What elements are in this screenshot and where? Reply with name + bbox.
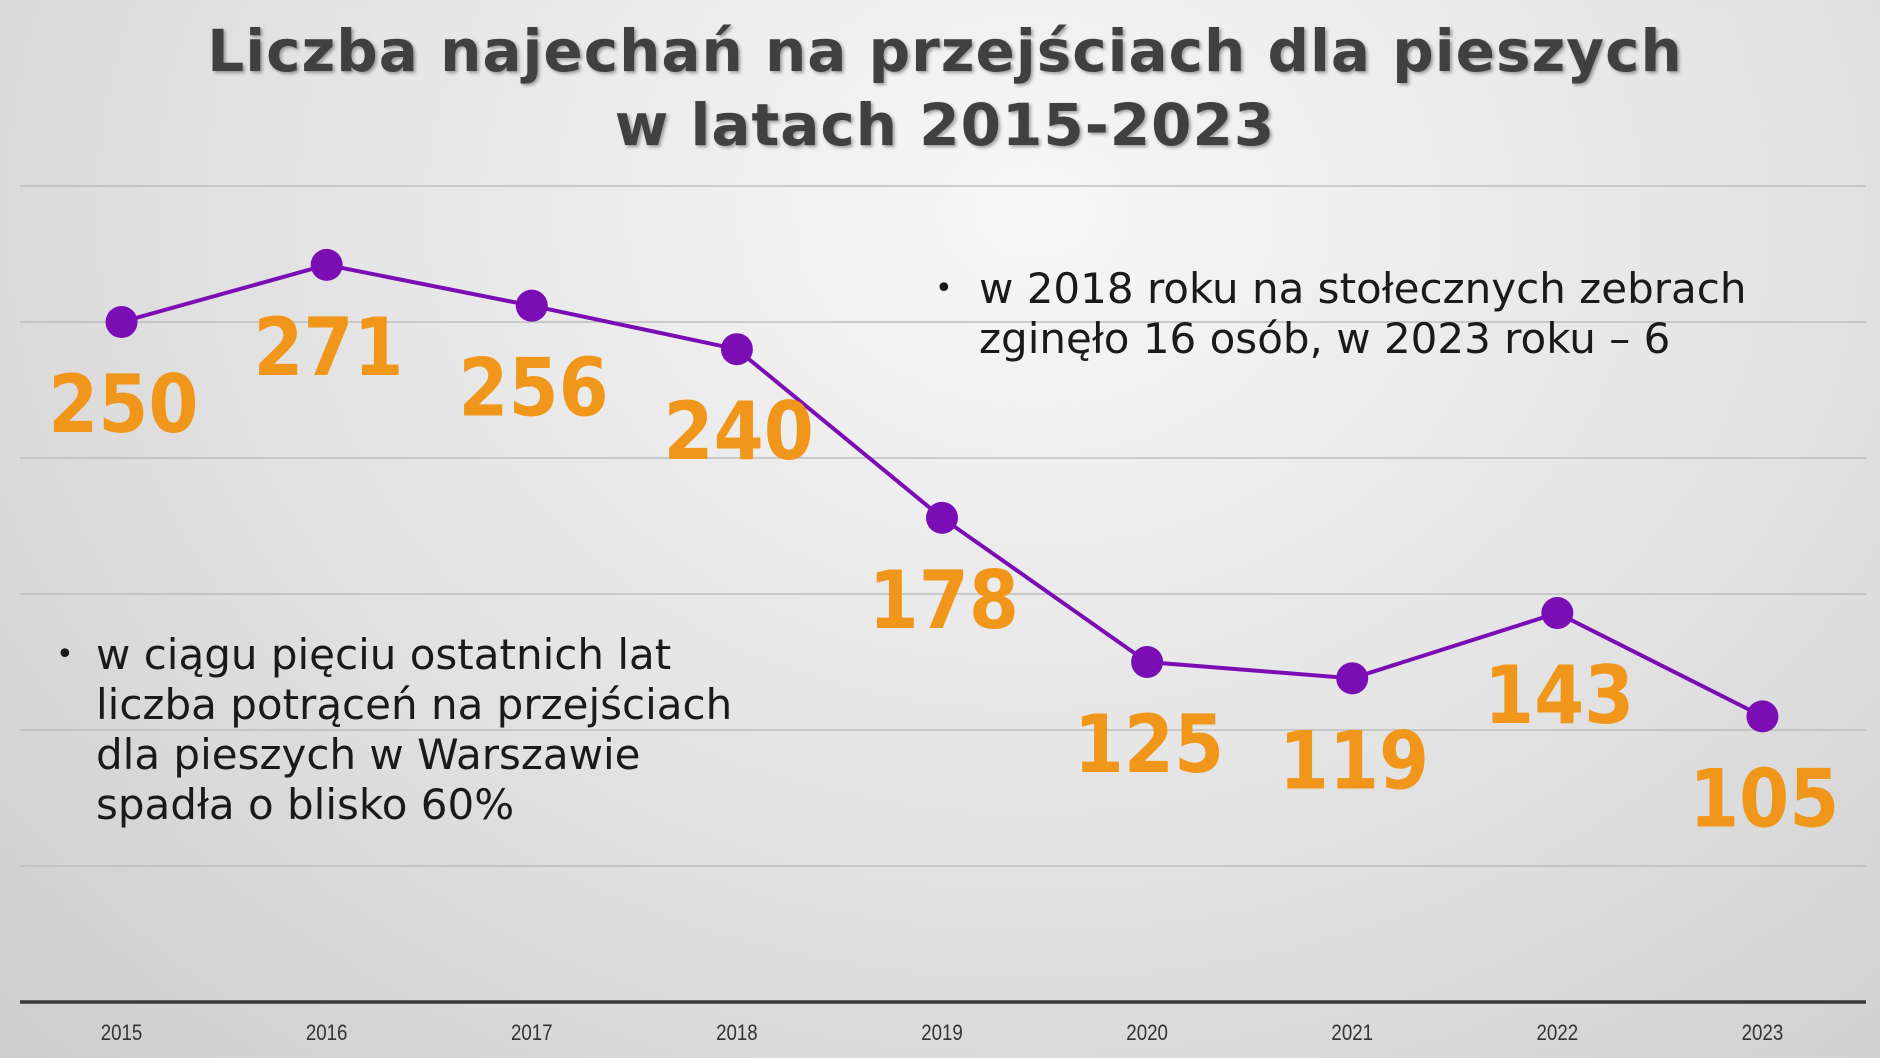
chart-title: Liczba najechań na przejściach dla piesz… [0, 14, 1880, 162]
data-point [1336, 662, 1369, 695]
x-tick-label: 2021 [1331, 1022, 1373, 1046]
x-tick-label: 2020 [1126, 1022, 1168, 1046]
data-label: 250 [48, 357, 198, 451]
note-right: • w 2018 roku na stołecznych zebrach zgi… [935, 264, 1747, 364]
data-label: 105 [1689, 752, 1839, 846]
data-point [515, 289, 548, 322]
x-tick-label: 2019 [921, 1022, 963, 1046]
x-tick-label: 2022 [1537, 1022, 1579, 1046]
bullet-icon: • [935, 271, 953, 306]
note-left-line: liczba potrąceń na przejściach [96, 680, 733, 729]
data-point [310, 248, 343, 281]
data-point [1746, 700, 1779, 733]
data-label: 178 [869, 553, 1019, 647]
data-label: 240 [664, 385, 814, 479]
x-tick-label: 2017 [511, 1022, 553, 1046]
note-left: • w ciągu pięciu ostatnich lat liczba po… [56, 630, 733, 830]
note-left-line: w ciągu pięciu ostatnich lat [96, 630, 672, 679]
data-label: 256 [458, 341, 608, 435]
data-point [720, 333, 753, 366]
data-label: 143 [1484, 648, 1634, 742]
title-line-2: w latach 2015-2023 [614, 91, 1276, 159]
x-tick-label: 2016 [306, 1022, 348, 1046]
note-left-line: spadła o blisko 60% [96, 780, 515, 829]
data-label: 119 [1279, 714, 1429, 808]
x-tick-label: 2015 [101, 1022, 143, 1046]
data-point [926, 501, 958, 534]
note-right-line: zginęło 16 osób, w 2023 roku – 6 [979, 314, 1671, 363]
data-point [105, 306, 138, 338]
bullet-icon: • [56, 637, 74, 672]
note-right-line: w 2018 roku na stołecznych zebrach [979, 264, 1747, 313]
x-tick-label: 2018 [716, 1022, 758, 1046]
data-point [1131, 646, 1164, 678]
x-tick-label: 2023 [1742, 1022, 1784, 1046]
data-label: 125 [1074, 697, 1224, 791]
data-label: 271 [253, 300, 403, 394]
title-line-1: Liczba najechań na przejściach dla piesz… [207, 17, 1683, 85]
data-point [1541, 597, 1574, 630]
note-left-line: dla pieszych w Warszawie [96, 730, 641, 779]
